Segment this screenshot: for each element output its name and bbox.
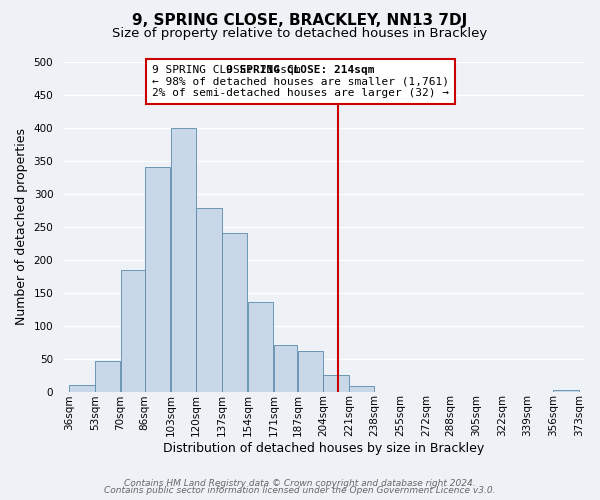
Bar (95, 360, 120, 392)
Bar (70, 385, 95, 392)
Text: 9 SPRING CLOSE: 214sqm: 9 SPRING CLOSE: 214sqm (226, 65, 375, 75)
Bar (145, 167, 170, 392)
Text: Size of property relative to detached houses in Brackley: Size of property relative to detached ho… (112, 28, 488, 40)
Bar (170, 128, 196, 392)
Bar (196, 208, 221, 392)
Bar (274, 346, 298, 392)
Bar (222, 233, 247, 392)
Y-axis label: Number of detached properties: Number of detached properties (15, 128, 28, 325)
Text: 9, SPRING CLOSE, BRACKLEY, NN13 7DJ: 9, SPRING CLOSE, BRACKLEY, NN13 7DJ (133, 12, 467, 28)
Text: Contains public sector information licensed under the Open Government Licence v3: Contains public sector information licen… (104, 486, 496, 495)
Text: 9 SPRING CLOSE: 214sqm
← 98% of detached houses are smaller (1,761)
2% of semi-d: 9 SPRING CLOSE: 214sqm ← 98% of detached… (152, 65, 449, 98)
Text: Contains HM Land Registry data © Crown copyright and database right 2024.: Contains HM Land Registry data © Crown c… (124, 478, 476, 488)
Bar (349, 386, 374, 392)
Bar (298, 350, 323, 392)
Bar (248, 302, 273, 392)
Bar (553, 390, 579, 392)
X-axis label: Distribution of detached houses by size in Brackley: Distribution of detached houses by size … (163, 442, 485, 455)
Bar (323, 375, 349, 392)
Bar (121, 270, 145, 392)
